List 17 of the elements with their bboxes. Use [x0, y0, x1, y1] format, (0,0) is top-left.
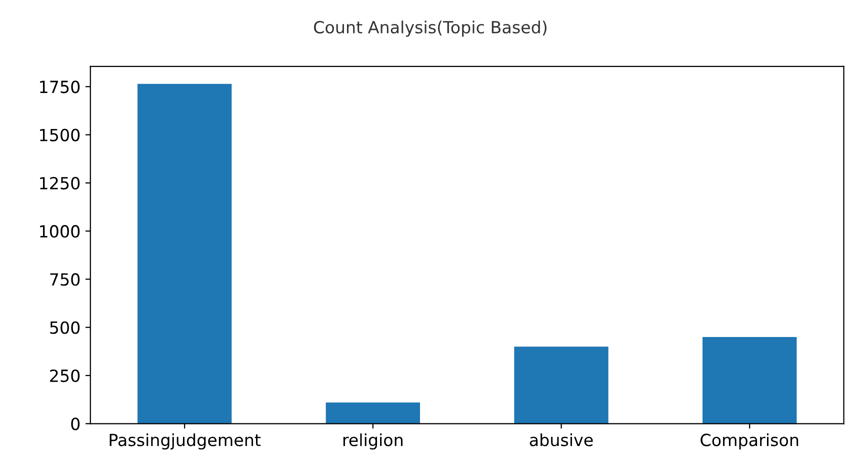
- y-tick-label: 500: [50, 321, 80, 334]
- y-tick-label: 1250: [40, 176, 80, 190]
- y-tick-label: 250: [50, 369, 80, 382]
- bar: [702, 336, 797, 424]
- bar: [326, 402, 420, 424]
- y-tick-label: 1000: [40, 225, 80, 238]
- x-tick-label: religion: [343, 433, 402, 450]
- x-tick-label: Comparison: [700, 433, 798, 450]
- y-tick-label: 0: [71, 418, 80, 430]
- y-tick-label: 1750: [40, 80, 80, 94]
- x-tick-label: Passingjudgement: [110, 433, 261, 450]
- bar: [514, 346, 608, 424]
- y-tick-label: 750: [50, 273, 80, 286]
- y-tick-label: 1500: [40, 128, 80, 142]
- x-tick-label: abusive: [530, 433, 593, 446]
- chart-title: Count Analysis(Topic Based): [314, 20, 546, 37]
- bar: [137, 84, 232, 424]
